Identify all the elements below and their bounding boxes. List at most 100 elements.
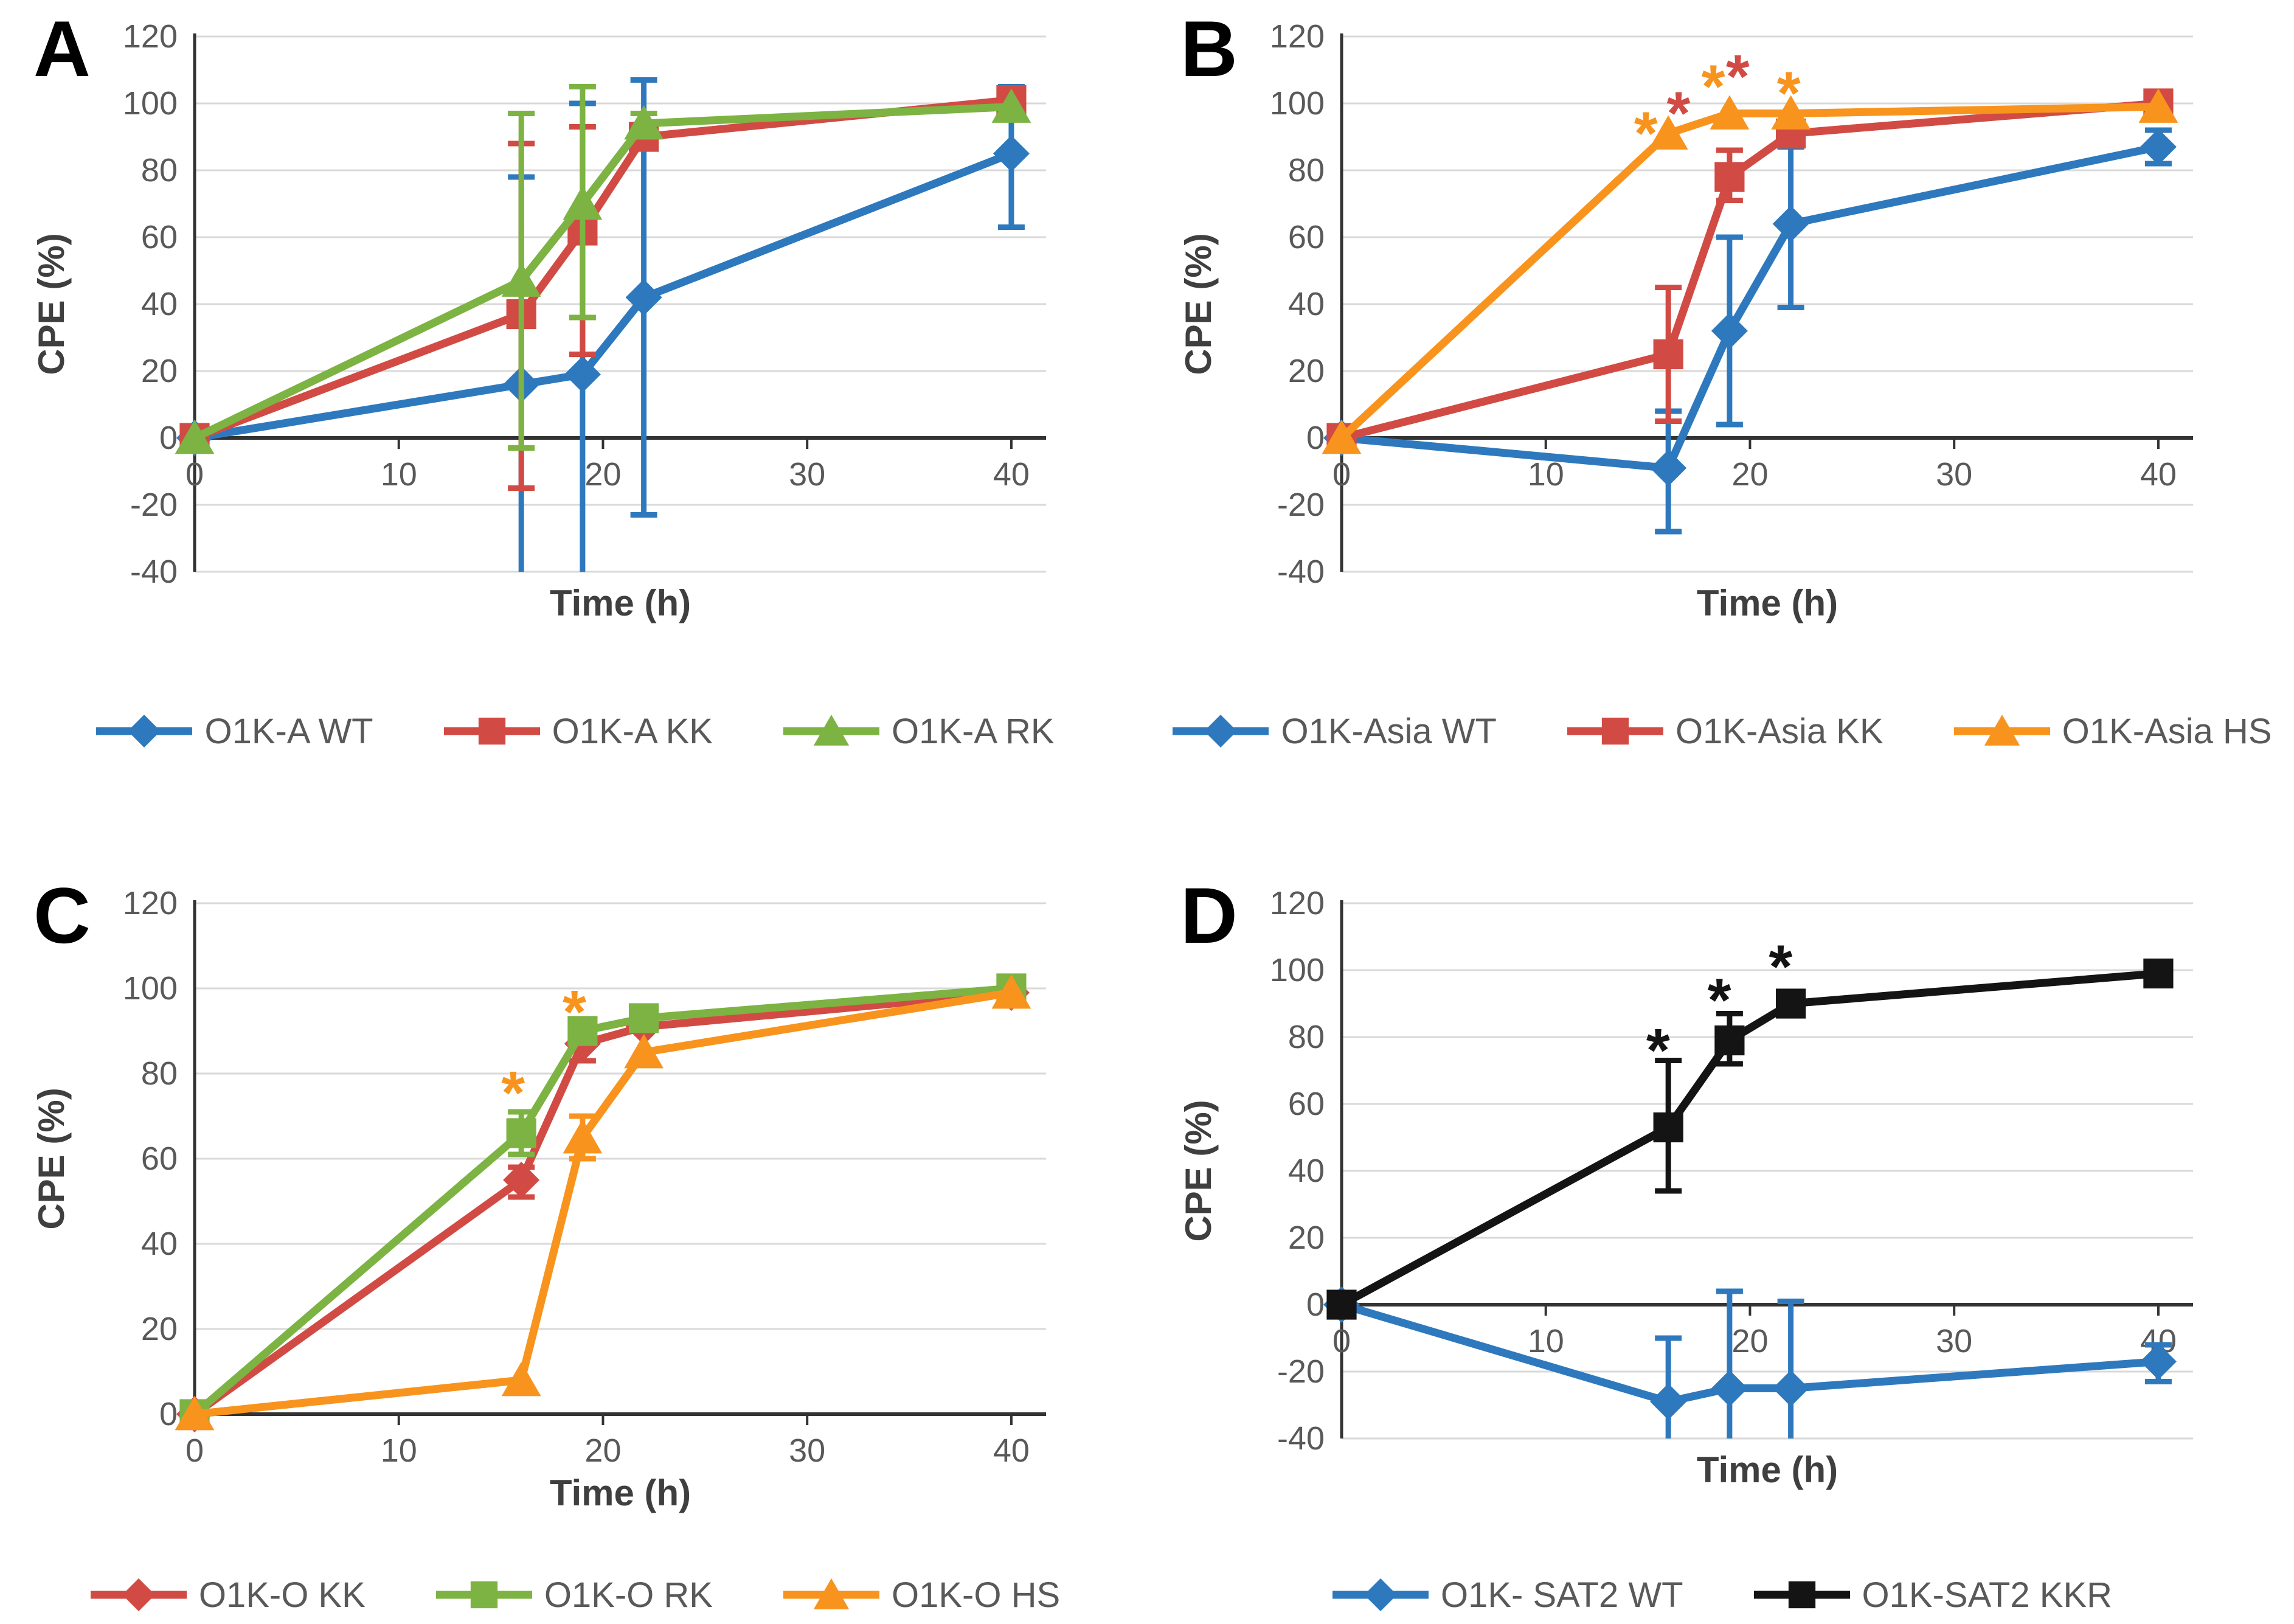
significance-asterisks: **	[501, 978, 586, 1127]
svg-text:20: 20	[1731, 1323, 1768, 1359]
square-marker	[1714, 162, 1745, 192]
svg-text:40: 40	[1288, 1153, 1325, 1189]
legend-item-o1k-asia-hs: O1K-Asia HS	[1950, 709, 2272, 754]
chart-c: 0 10 20 30 40 120 100 80 60 40 20 0 Time (h) CPE (%) *…	[0, 867, 1131, 1524]
svg-text:30: 30	[789, 1432, 825, 1469]
svg-text:80: 80	[141, 152, 178, 189]
panel-label-a: A	[33, 4, 91, 93]
svg-text:*: *	[1634, 100, 1658, 168]
triangle-marker	[991, 88, 1031, 123]
axes	[193, 33, 1046, 572]
legend-c: O1K-O KK O1K-O RK O1K-O HS	[0, 1572, 1147, 1617]
x-tick-labels: 0 10 20 30 40	[185, 1414, 1030, 1469]
svg-text:*: *	[1769, 933, 1792, 1001]
triangle-marker	[1771, 95, 1811, 130]
diamond-marker	[1711, 313, 1748, 349]
svg-text:40: 40	[2140, 456, 2177, 493]
svg-text:60: 60	[1288, 219, 1325, 255]
legend-d: O1K- SAT2 WT O1K-SAT2 KKR	[1147, 1572, 2294, 1617]
panel-label-d: D	[1180, 871, 1238, 960]
svg-text:0: 0	[1332, 456, 1351, 493]
svg-text:30: 30	[1936, 1323, 1972, 1359]
panel-label-b: B	[1180, 4, 1238, 93]
svg-text:10: 10	[1528, 456, 1564, 493]
square-marker	[1788, 1581, 1815, 1609]
svg-text:100: 100	[1270, 952, 1325, 988]
square-marker	[506, 1118, 536, 1148]
diamond-marker	[503, 1162, 540, 1198]
legend-marker-square-icon	[435, 1581, 532, 1609]
x-tick-labels: 0 10 20 30 40	[185, 438, 1030, 493]
svg-text:30: 30	[789, 456, 825, 493]
svg-text:0: 0	[159, 1396, 178, 1432]
svg-text:20: 20	[1731, 456, 1768, 493]
legend-marker-diamond-icon	[1173, 715, 1269, 748]
legend-item-o1k-o-kk: O1K-O KK	[87, 1572, 366, 1617]
diamond-marker	[1711, 1370, 1748, 1407]
svg-text:0: 0	[159, 420, 178, 456]
diamond-marker	[1772, 1370, 1809, 1407]
diamond-marker	[625, 279, 662, 316]
svg-text:60: 60	[1288, 1086, 1325, 1122]
x-axis-title: Time (h)	[550, 583, 691, 623]
series-o1k-asia-kk	[1326, 88, 2174, 453]
y-tick-labels: 120 100 80 60 40 20 0 -20 -40	[1270, 885, 1325, 1457]
legend-item-o1k-o-rk: O1K-O RK	[432, 1572, 713, 1617]
diamond-marker	[122, 1578, 155, 1611]
svg-text:20: 20	[1288, 1220, 1325, 1256]
svg-text:40: 40	[993, 1432, 1030, 1469]
triangle-marker	[813, 715, 850, 746]
diamond-marker	[1650, 449, 1687, 487]
y-axis-title: CPE (%)	[31, 233, 72, 375]
svg-text:-40: -40	[130, 553, 178, 590]
legend-item-o1k-sat2-kkr: O1K-SAT2 KKR	[1750, 1572, 2112, 1617]
svg-text:*: *	[1666, 80, 1690, 148]
legend-marker-triangle-icon	[783, 715, 879, 746]
svg-text:80: 80	[1288, 1019, 1325, 1055]
series-o1k-a-wt	[176, 77, 1030, 572]
legend-label: O1K-Asia KK	[1675, 711, 1883, 751]
y-axis-title: CPE (%)	[1178, 1100, 1219, 1241]
svg-text:0: 0	[185, 1432, 204, 1469]
legend-label: O1K-A KK	[552, 711, 713, 751]
y-axis-title: CPE (%)	[1178, 233, 1219, 375]
svg-text:0: 0	[1306, 1286, 1325, 1323]
svg-text:120: 120	[123, 885, 178, 921]
legend-label: O1K-A RK	[891, 711, 1055, 751]
axes	[1340, 33, 2193, 572]
svg-text:80: 80	[1288, 152, 1325, 189]
legend-item-o1k-a-wt: O1K-A WT	[92, 709, 373, 754]
legend-item-o1k-o-hs: O1K-O HS	[780, 1572, 1060, 1617]
square-marker	[478, 717, 505, 745]
diamond-marker	[1364, 1578, 1397, 1611]
svg-text:40: 40	[1288, 286, 1325, 322]
square-marker	[1653, 339, 1683, 370]
svg-text:20: 20	[1288, 353, 1325, 389]
svg-text:10: 10	[1528, 1323, 1564, 1359]
x-axis-title: Time (h)	[550, 1473, 691, 1513]
y-tick-labels: 120 100 80 60 40 20 0 -20 -40	[1270, 18, 1325, 590]
svg-text:0: 0	[185, 456, 204, 493]
triangle-marker	[624, 1034, 664, 1069]
square-marker	[1776, 988, 1806, 1019]
svg-text:40: 40	[141, 1226, 178, 1262]
chart-svg-c: 0 10 20 30 40 120 100 80 60 40 20 0 Time (h) CPE (%) *…	[31, 885, 1046, 1513]
diamond-marker	[1772, 206, 1809, 242]
square-marker	[1714, 1025, 1745, 1056]
diamond-marker	[1650, 1383, 1687, 1420]
gridlines	[195, 902, 1046, 1330]
x-tick-labels: 0 10 20 30 40	[1332, 438, 2177, 493]
svg-text:20: 20	[584, 456, 621, 493]
svg-text:60: 60	[141, 219, 178, 255]
y-tick-labels: 120 100 80 60 40 20 0 -20 -40	[123, 18, 178, 590]
series-o1k-sat2-kkr	[1326, 958, 2174, 1320]
triangle-marker	[1710, 95, 1750, 130]
legend-label: O1K-O RK	[544, 1575, 713, 1615]
panel-c: C 0 10 20 30 40 120 100 80 60 40 20 0 Time (h) CPE (%…	[0, 812, 1147, 1624]
legend-marker-square-icon	[1753, 1581, 1850, 1609]
legend-item-o1k-a-kk: O1K-A KK	[440, 709, 713, 754]
triangle-marker	[501, 1362, 541, 1397]
diamond-marker	[2140, 1343, 2177, 1380]
